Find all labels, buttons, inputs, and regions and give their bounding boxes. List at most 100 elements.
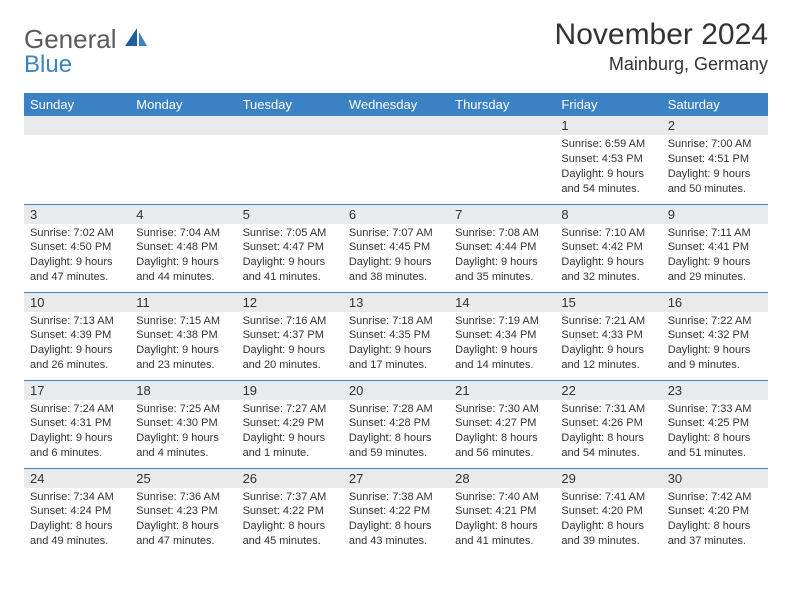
- day-number: 12: [237, 293, 343, 312]
- weekday-header: Monday: [130, 93, 236, 116]
- sunset-text: Sunset: 4:24 PM: [30, 504, 124, 519]
- sunrise-text: Sunrise: 7:36 AM: [136, 490, 230, 505]
- calendar-day-cell: [237, 116, 343, 204]
- weekday-header: Tuesday: [237, 93, 343, 116]
- day-number: 25: [130, 469, 236, 488]
- calendar-day-cell: 26Sunrise: 7:37 AMSunset: 4:22 PMDayligh…: [237, 468, 343, 556]
- sunrise-text: Sunrise: 6:59 AM: [561, 137, 655, 152]
- calendar-day-cell: 9Sunrise: 7:11 AMSunset: 4:41 PMDaylight…: [662, 204, 768, 292]
- sunset-text: Sunset: 4:39 PM: [30, 328, 124, 343]
- sunset-text: Sunset: 4:51 PM: [668, 152, 762, 167]
- sunrise-text: Sunrise: 7:31 AM: [561, 402, 655, 417]
- sunrise-text: Sunrise: 7:15 AM: [136, 314, 230, 329]
- daylight-text: Daylight: 9 hours and 23 minutes.: [136, 343, 230, 373]
- day-number: 4: [130, 205, 236, 224]
- daylight-text: Daylight: 9 hours and 17 minutes.: [349, 343, 443, 373]
- daylight-text: Daylight: 9 hours and 9 minutes.: [668, 343, 762, 373]
- calendar-day-cell: 1Sunrise: 6:59 AMSunset: 4:53 PMDaylight…: [555, 116, 661, 204]
- calendar-day-cell: 17Sunrise: 7:24 AMSunset: 4:31 PMDayligh…: [24, 380, 130, 468]
- day-details: Sunrise: 7:28 AMSunset: 4:28 PMDaylight:…: [343, 400, 449, 465]
- calendar-day-cell: 22Sunrise: 7:31 AMSunset: 4:26 PMDayligh…: [555, 380, 661, 468]
- day-number: 22: [555, 381, 661, 400]
- daylight-text: Daylight: 9 hours and 20 minutes.: [243, 343, 337, 373]
- calendar-day-cell: 8Sunrise: 7:10 AMSunset: 4:42 PMDaylight…: [555, 204, 661, 292]
- sunset-text: Sunset: 4:22 PM: [349, 504, 443, 519]
- title-block: November 2024 Mainburg, Germany: [555, 18, 768, 75]
- sunset-text: Sunset: 4:33 PM: [561, 328, 655, 343]
- sunset-text: Sunset: 4:50 PM: [30, 240, 124, 255]
- calendar-day-cell: 27Sunrise: 7:38 AMSunset: 4:22 PMDayligh…: [343, 468, 449, 556]
- calendar-table: Sunday Monday Tuesday Wednesday Thursday…: [24, 93, 768, 556]
- weekday-header-row: Sunday Monday Tuesday Wednesday Thursday…: [24, 93, 768, 116]
- day-number: 28: [449, 469, 555, 488]
- daylight-text: Daylight: 9 hours and 6 minutes.: [30, 431, 124, 461]
- sunrise-text: Sunrise: 7:11 AM: [668, 226, 762, 241]
- sunrise-text: Sunrise: 7:02 AM: [30, 226, 124, 241]
- calendar-week-row: 3Sunrise: 7:02 AMSunset: 4:50 PMDaylight…: [24, 204, 768, 292]
- daylight-text: Daylight: 9 hours and 54 minutes.: [561, 167, 655, 197]
- calendar-day-cell: 24Sunrise: 7:34 AMSunset: 4:24 PMDayligh…: [24, 468, 130, 556]
- day-details: Sunrise: 7:36 AMSunset: 4:23 PMDaylight:…: [130, 488, 236, 553]
- daylight-text: Daylight: 9 hours and 4 minutes.: [136, 431, 230, 461]
- brand-sub: Blue: [24, 51, 72, 78]
- day-details: Sunrise: 7:42 AMSunset: 4:20 PMDaylight:…: [662, 488, 768, 553]
- calendar-day-cell: 2Sunrise: 7:00 AMSunset: 4:51 PMDaylight…: [662, 116, 768, 204]
- day-number: [24, 116, 130, 135]
- daylight-text: Daylight: 9 hours and 38 minutes.: [349, 255, 443, 285]
- day-details: Sunrise: 7:34 AMSunset: 4:24 PMDaylight:…: [24, 488, 130, 553]
- day-number: 24: [24, 469, 130, 488]
- calendar-day-cell: 21Sunrise: 7:30 AMSunset: 4:27 PMDayligh…: [449, 380, 555, 468]
- sunrise-text: Sunrise: 7:13 AM: [30, 314, 124, 329]
- sunrise-text: Sunrise: 7:00 AM: [668, 137, 762, 152]
- sunrise-text: Sunrise: 7:10 AM: [561, 226, 655, 241]
- day-number: [237, 116, 343, 135]
- weekday-header: Friday: [555, 93, 661, 116]
- sunset-text: Sunset: 4:25 PM: [668, 416, 762, 431]
- calendar-day-cell: 29Sunrise: 7:41 AMSunset: 4:20 PMDayligh…: [555, 468, 661, 556]
- weekday-header: Thursday: [449, 93, 555, 116]
- day-number: [343, 116, 449, 135]
- daylight-text: Daylight: 9 hours and 26 minutes.: [30, 343, 124, 373]
- calendar-day-cell: 19Sunrise: 7:27 AMSunset: 4:29 PMDayligh…: [237, 380, 343, 468]
- sunrise-text: Sunrise: 7:16 AM: [243, 314, 337, 329]
- day-details: Sunrise: 7:41 AMSunset: 4:20 PMDaylight:…: [555, 488, 661, 553]
- calendar-day-cell: [24, 116, 130, 204]
- weekday-header: Sunday: [24, 93, 130, 116]
- sunrise-text: Sunrise: 7:18 AM: [349, 314, 443, 329]
- day-number: 29: [555, 469, 661, 488]
- day-details: Sunrise: 7:05 AMSunset: 4:47 PMDaylight:…: [237, 224, 343, 289]
- sunset-text: Sunset: 4:20 PM: [561, 504, 655, 519]
- sunrise-text: Sunrise: 7:07 AM: [349, 226, 443, 241]
- day-number: [449, 116, 555, 135]
- day-number: 17: [24, 381, 130, 400]
- calendar-day-cell: 30Sunrise: 7:42 AMSunset: 4:20 PMDayligh…: [662, 468, 768, 556]
- daylight-text: Daylight: 9 hours and 29 minutes.: [668, 255, 762, 285]
- day-details: Sunrise: 7:24 AMSunset: 4:31 PMDaylight:…: [24, 400, 130, 465]
- daylight-text: Daylight: 9 hours and 44 minutes.: [136, 255, 230, 285]
- calendar-day-cell: 16Sunrise: 7:22 AMSunset: 4:32 PMDayligh…: [662, 292, 768, 380]
- day-details: Sunrise: 7:16 AMSunset: 4:37 PMDaylight:…: [237, 312, 343, 377]
- sunrise-text: Sunrise: 7:25 AM: [136, 402, 230, 417]
- day-details: Sunrise: 7:19 AMSunset: 4:34 PMDaylight:…: [449, 312, 555, 377]
- day-number: 13: [343, 293, 449, 312]
- day-number: 5: [237, 205, 343, 224]
- daylight-text: Daylight: 8 hours and 37 minutes.: [668, 519, 762, 549]
- weekday-header: Saturday: [662, 93, 768, 116]
- daylight-text: Daylight: 9 hours and 32 minutes.: [561, 255, 655, 285]
- sunrise-text: Sunrise: 7:34 AM: [30, 490, 124, 505]
- sunset-text: Sunset: 4:32 PM: [668, 328, 762, 343]
- sunrise-text: Sunrise: 7:04 AM: [136, 226, 230, 241]
- day-details: Sunrise: 6:59 AMSunset: 4:53 PMDaylight:…: [555, 135, 661, 200]
- day-number: 2: [662, 116, 768, 135]
- sunrise-text: Sunrise: 7:28 AM: [349, 402, 443, 417]
- day-details: Sunrise: 7:11 AMSunset: 4:41 PMDaylight:…: [662, 224, 768, 289]
- sunset-text: Sunset: 4:41 PM: [668, 240, 762, 255]
- day-details: Sunrise: 7:25 AMSunset: 4:30 PMDaylight:…: [130, 400, 236, 465]
- calendar-day-cell: 10Sunrise: 7:13 AMSunset: 4:39 PMDayligh…: [24, 292, 130, 380]
- sunrise-text: Sunrise: 7:41 AM: [561, 490, 655, 505]
- calendar-day-cell: 13Sunrise: 7:18 AMSunset: 4:35 PMDayligh…: [343, 292, 449, 380]
- sunset-text: Sunset: 4:48 PM: [136, 240, 230, 255]
- sunset-text: Sunset: 4:45 PM: [349, 240, 443, 255]
- sunset-text: Sunset: 4:47 PM: [243, 240, 337, 255]
- daylight-text: Daylight: 9 hours and 12 minutes.: [561, 343, 655, 373]
